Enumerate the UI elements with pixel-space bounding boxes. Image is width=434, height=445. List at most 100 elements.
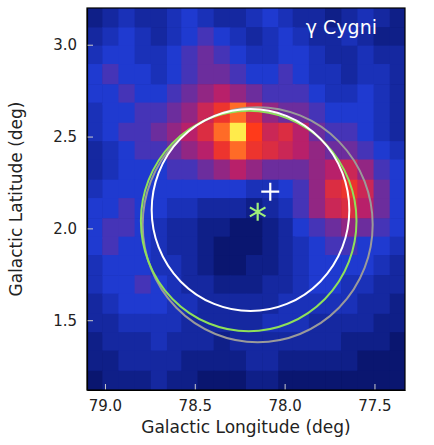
heat-cell (87, 123, 103, 144)
heat-cell (135, 46, 152, 67)
heat-cell (102, 141, 119, 162)
heat-cell (278, 180, 295, 201)
heat-cell (390, 46, 405, 67)
markers (250, 183, 279, 221)
heat-cell (278, 8, 295, 28)
heat-cell (181, 351, 198, 372)
tick-mark (87, 320, 93, 321)
heat-cell (167, 351, 184, 372)
heat-cell (135, 351, 152, 372)
heat-cell (374, 103, 391, 124)
x-axis-title: Galactic Longitude (deg) (141, 417, 350, 437)
heat-cell (309, 198, 326, 219)
heat-cell (167, 64, 184, 85)
heat-cell (293, 84, 310, 105)
heat-cell (230, 255, 247, 276)
heat-cell (181, 198, 198, 219)
marks (87, 8, 405, 390)
marker-asterisk (250, 203, 266, 221)
heat-cell (135, 8, 152, 28)
heat-cell (390, 314, 405, 335)
heat-cell (118, 180, 135, 201)
heat-cell (357, 371, 374, 390)
heat-cell (262, 351, 279, 372)
heat-cell (181, 294, 198, 315)
heat-cell (341, 123, 358, 144)
heat-cell (230, 275, 247, 296)
heat-cell (135, 64, 152, 85)
heat-cell (262, 160, 279, 181)
heat-cell (181, 141, 198, 162)
y-axis-title: Galactic Latitude (deg) (6, 102, 26, 297)
heat-cell (309, 46, 326, 67)
heat-cell (246, 141, 263, 162)
tick: 77.5 (358, 384, 391, 415)
heat-cell (135, 294, 152, 315)
heat-cell (151, 332, 168, 353)
heat-cell (230, 198, 247, 219)
heat-cell (278, 123, 295, 144)
heat-cell (87, 27, 103, 48)
heat-cell (309, 332, 326, 353)
heat-cell (357, 84, 374, 105)
heat-cell (167, 275, 184, 296)
heat-cell (118, 141, 135, 162)
heat-cell (357, 123, 374, 144)
heat-cell (278, 237, 295, 258)
heat-cell (118, 314, 135, 335)
heat-cell (341, 141, 358, 162)
heat-cell (102, 46, 119, 67)
heat-cell (374, 294, 391, 315)
heat-cell (390, 237, 405, 258)
heat-cell (374, 237, 391, 258)
heat-cell (118, 332, 135, 353)
heat-cell (181, 64, 198, 85)
heat-cell (357, 332, 374, 353)
heat-cell (151, 314, 168, 335)
heat-cell (246, 351, 263, 372)
heat-cell (151, 123, 168, 144)
heat-cell (390, 275, 405, 296)
tick-label: 78.0 (268, 397, 301, 415)
heat-cell (246, 103, 263, 124)
heat-cell (246, 237, 263, 258)
heat-cell (197, 275, 214, 296)
heat-cell (230, 8, 247, 28)
heat-cell (374, 46, 391, 67)
heat-cell (151, 371, 168, 390)
heat-cell (214, 123, 231, 144)
heat-cell (262, 180, 279, 201)
heat-cell (325, 332, 342, 353)
heat-cell (214, 8, 231, 28)
heat-cell (118, 84, 135, 105)
tick-label: 77.5 (358, 397, 391, 415)
heat-cell (197, 218, 214, 239)
heat-cell (197, 351, 214, 372)
heat-cell (87, 46, 103, 67)
heat-cell (278, 332, 295, 353)
heat-cell (341, 64, 358, 85)
heat-cell (374, 332, 391, 353)
heat-cell (151, 46, 168, 67)
heat-cell (197, 180, 214, 201)
heat-cell (214, 46, 231, 67)
heat-cell (102, 160, 119, 181)
heat-cell (390, 123, 405, 144)
tick-label: 1.5 (53, 312, 77, 330)
heat-cell (262, 8, 279, 28)
plot: 79.078.578.077.51.52.02.53.0γ Cygni (53, 7, 406, 415)
heat-cell (374, 371, 391, 390)
heat-cell (325, 351, 342, 372)
heat-cell (214, 160, 231, 181)
heat-cell (181, 237, 198, 258)
heat-cell (197, 123, 214, 144)
tick-label: 2.5 (53, 128, 77, 146)
heat-cell (278, 46, 295, 67)
heat-cell (151, 8, 168, 28)
tick-label: 2.0 (53, 220, 77, 238)
heat-cell (341, 46, 358, 67)
heat-cell (214, 27, 231, 48)
heat-cell (230, 332, 247, 353)
heat-cell (309, 351, 326, 372)
heat-cell (87, 314, 103, 335)
